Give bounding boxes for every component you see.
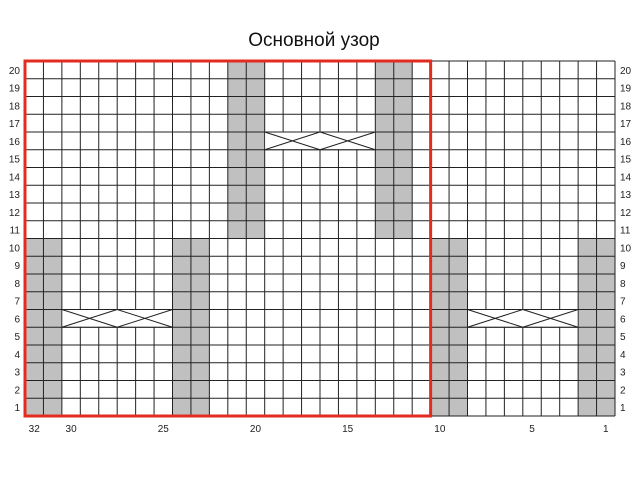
row-label-left: 7 <box>14 297 20 308</box>
cable-cell <box>468 310 578 327</box>
row-label-right: 18 <box>620 101 632 112</box>
row-label-left: 5 <box>14 332 20 343</box>
row-label-left: 2 <box>14 385 20 396</box>
row-label-left: 19 <box>9 84 21 95</box>
column-label: 10 <box>434 424 446 435</box>
row-label-left: 8 <box>14 279 20 290</box>
column-label: 32 <box>29 424 41 435</box>
row-label-right: 3 <box>620 368 626 379</box>
row-label-right: 5 <box>620 332 626 343</box>
row-label-left: 16 <box>9 137 21 148</box>
row-label-left: 3 <box>14 368 20 379</box>
row-label-left: 4 <box>14 350 20 361</box>
cable-cross-line <box>522 309 579 328</box>
cable-cell <box>265 132 375 150</box>
row-label-right: 9 <box>620 261 626 272</box>
cable-cross-line <box>61 309 118 328</box>
column-label: 15 <box>342 424 354 435</box>
row-label-right: 20 <box>620 66 632 77</box>
row-label-left: 1 <box>14 403 20 414</box>
cable-cross-line <box>264 131 321 151</box>
row-label-right: 19 <box>620 84 632 95</box>
cable-cross-line <box>467 309 523 328</box>
row-label-left: 6 <box>14 314 20 325</box>
row-label-left: 13 <box>9 190 21 201</box>
column-label: 20 <box>250 424 262 435</box>
row-label-left: 10 <box>9 243 21 254</box>
chart-title: Основной узор <box>248 30 380 51</box>
cable-cross-line <box>117 309 173 328</box>
cable-cross-line <box>319 131 376 151</box>
row-label-right: 11 <box>620 226 631 237</box>
column-label: 25 <box>158 424 170 435</box>
row-label-right: 16 <box>620 137 632 148</box>
row-label-right: 10 <box>620 243 632 254</box>
row-label-left: 14 <box>9 172 21 183</box>
column-label: 1 <box>603 424 609 435</box>
row-label-left: 17 <box>9 119 21 130</box>
row-label-right: 1 <box>620 403 626 414</box>
row-label-right: 15 <box>620 155 632 166</box>
row-label-right: 4 <box>620 350 626 361</box>
row-label-right: 6 <box>620 314 626 325</box>
row-label-left: 20 <box>9 66 21 77</box>
row-label-left: 11 <box>10 226 21 237</box>
row-label-right: 17 <box>620 119 632 130</box>
row-label-right: 8 <box>620 279 626 290</box>
row-label-right: 2 <box>620 385 626 396</box>
row-label-right: 13 <box>620 190 632 201</box>
column-label: 5 <box>529 424 535 435</box>
row-label-right: 7 <box>620 297 626 308</box>
row-label-left: 9 <box>14 261 20 272</box>
row-label-right: 12 <box>620 208 632 219</box>
row-label-right: 14 <box>620 172 632 183</box>
column-label: 30 <box>66 424 78 435</box>
row-label-left: 12 <box>9 208 21 219</box>
row-label-left: 15 <box>9 155 21 166</box>
pattern-repeat-border <box>23 59 433 418</box>
row-label-left: 18 <box>9 101 21 112</box>
cable-cell <box>62 310 172 327</box>
